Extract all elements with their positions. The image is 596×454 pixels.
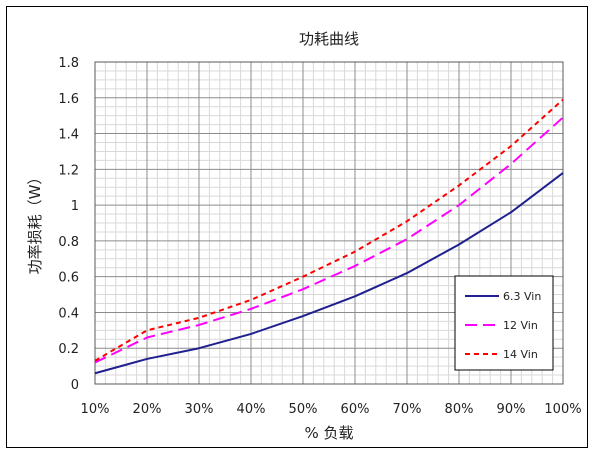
y-tick-label: 1.6 xyxy=(58,92,79,107)
x-tick-label: 100% xyxy=(544,402,581,417)
y-tick-label: 0.4 xyxy=(58,306,79,321)
x-tick-label: 80% xyxy=(445,402,474,417)
x-tick-label: 70% xyxy=(393,402,422,417)
y-tick-label: 1.2 xyxy=(58,163,79,178)
y-tick-label: 0.8 xyxy=(58,235,79,250)
legend: 6.3 Vin 12 Vin 14 Vin xyxy=(454,275,554,371)
x-tick-label: 60% xyxy=(341,402,370,417)
plot-area-border xyxy=(94,61,564,385)
y-tick-label: 0.6 xyxy=(58,271,79,286)
y-tick-label: 0 xyxy=(71,378,79,393)
y-axis-label: 功率损耗（W） xyxy=(26,170,44,275)
x-tick-label: 20% xyxy=(133,402,162,417)
legend-label: 6.3 Vin xyxy=(503,290,541,303)
y-tick-label: 1.8 xyxy=(58,56,79,71)
x-tick-label: 90% xyxy=(497,402,526,417)
x-tick-label: 30% xyxy=(185,402,214,417)
axis-ticks: 0 0.2 0.4 0.6 0.8 1 1.2 1.4 1.6 1.8 10% 20% 30% 40% 50… xyxy=(58,56,581,417)
x-tick-label: 40% xyxy=(237,402,266,417)
series-line-3 xyxy=(94,98,564,362)
x-tick-label: 50% xyxy=(289,402,318,417)
x-axis-label: % 负载 xyxy=(304,424,353,442)
y-tick-label: 0.2 xyxy=(58,342,79,357)
legend-label: 12 Vin xyxy=(503,319,538,332)
chart-title: 功耗曲线 xyxy=(299,30,359,48)
y-tick-label: 1 xyxy=(71,199,79,214)
x-tick-label: 10% xyxy=(81,402,110,417)
y-tick-label: 1.4 xyxy=(58,128,79,143)
series-lines xyxy=(94,98,564,375)
plot-grid xyxy=(94,61,564,385)
legend-label: 14 Vin xyxy=(503,348,538,361)
legend-box xyxy=(454,275,554,371)
series-line-1 xyxy=(94,172,564,375)
